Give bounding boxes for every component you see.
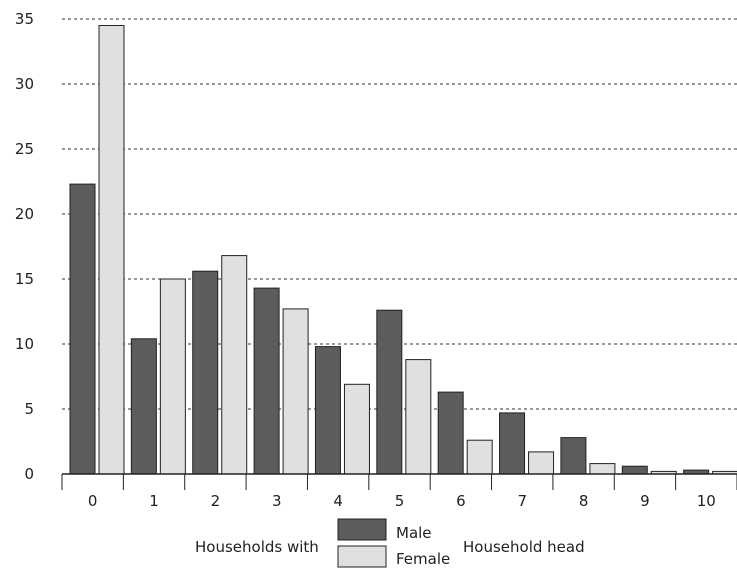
bar-male [253,287,280,475]
y-tick-label: 25 [15,140,34,158]
legend: Households with Male Female Household he… [195,518,585,568]
legend-suffix: Household head [463,538,585,556]
y-tick-label: 0 [24,465,34,483]
bar-male [376,309,403,475]
y-tick-label: 5 [24,400,34,418]
bar-female [221,255,248,475]
bar-female [343,383,370,475]
bar-male [437,391,464,475]
bar-male [499,412,526,475]
legend-swatch-male [337,518,387,541]
legend-label-female: Female [396,550,450,568]
y-tick-label: 10 [15,335,34,353]
x-tick-label: 3 [272,492,282,510]
legend-label-male: Male [396,524,432,542]
legend-swatch-female [337,545,387,568]
y-axis-ticks: 0 5 10 15 20 25 30 35 [15,10,34,483]
bar-male [560,437,587,475]
x-tick-label: 7 [517,492,527,510]
x-tick-label: 9 [640,492,650,510]
bar-male [621,465,648,475]
bar-male [192,270,219,475]
bars [69,25,737,475]
x-tick-label: 2 [211,492,221,510]
x-tick-label: 6 [456,492,466,510]
y-tick-label: 15 [15,270,34,288]
bar-female [528,451,555,475]
x-tick-label: 8 [579,492,589,510]
bar-male [69,183,96,475]
legend-prefix: Households with [195,538,319,556]
bar-female [466,439,493,475]
y-tick-label: 20 [15,205,34,223]
x-tick-label: 5 [395,492,405,510]
bar-female [159,278,186,475]
bar-male [314,346,341,475]
bar-female [282,308,309,475]
x-tick-label: 4 [333,492,343,510]
bar-female [589,463,616,475]
y-tick-label: 35 [15,10,34,28]
x-tick-label: 0 [88,492,98,510]
bar-female [98,25,125,475]
x-axis: 0 1 2 3 4 5 6 7 8 9 10 [61,473,737,510]
bar-female [405,359,432,475]
x-tick-label: 1 [149,492,159,510]
bar-male [130,338,157,475]
x-tick-label: 10 [697,492,716,510]
y-tick-label: 30 [15,75,34,93]
